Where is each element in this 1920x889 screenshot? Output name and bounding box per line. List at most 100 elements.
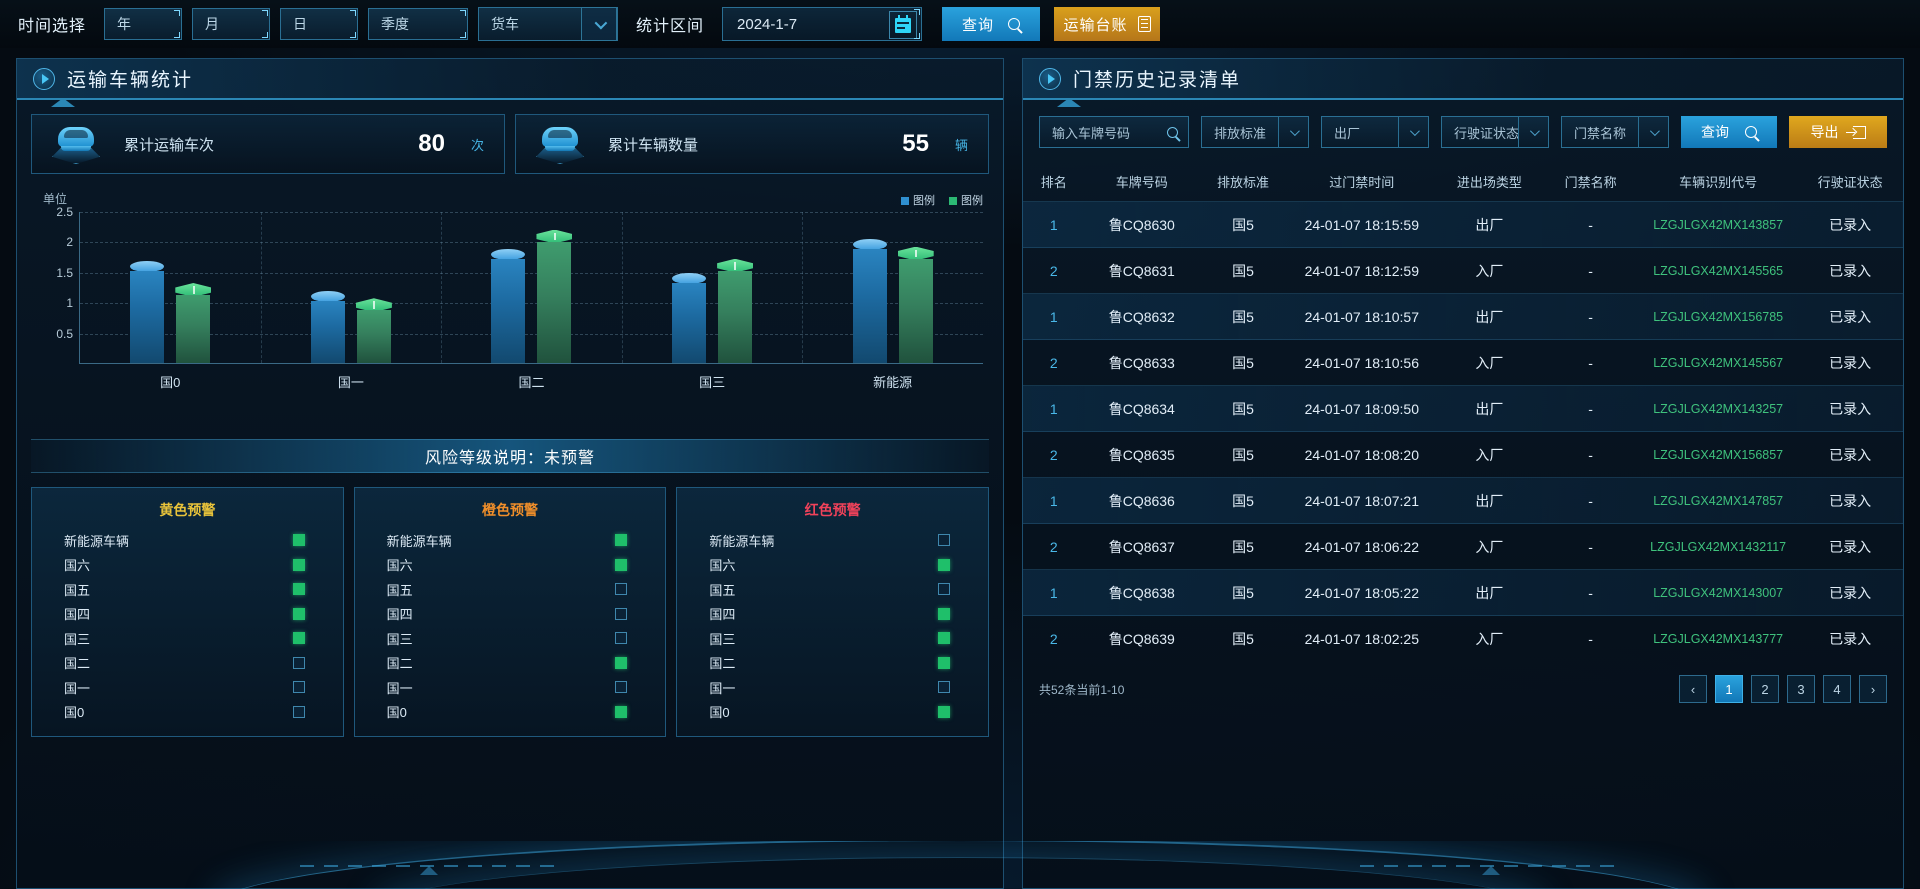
pagination-prev[interactable]: ‹ [1679,675,1707,703]
warning-item-checkbox[interactable] [292,632,305,645]
emission-standard-select[interactable]: 排放标准 [1201,116,1309,148]
warning-item[interactable]: 国二 [677,651,988,676]
table-query-button[interactable]: 查询 [1681,116,1777,148]
vehicle-type-select[interactable]: 货车 [478,7,619,41]
period-button-year[interactable]: 年 [104,8,183,40]
warning-item-checkbox[interactable] [615,632,628,645]
table-row[interactable]: 2 鲁CQ8631 国5 24-01-07 18:12:59 入厂 - LZGJLGX42M… [1023,247,1903,294]
warning-item-checkbox[interactable] [615,681,628,694]
warning-item-checkbox[interactable] [938,558,951,571]
warning-item-checkbox[interactable] [292,558,305,571]
warning-item-checkbox[interactable] [938,705,951,718]
pagination-page-2[interactable]: 2 [1751,675,1779,703]
warning-item[interactable]: 国六 [355,553,666,578]
pagination-page-4[interactable]: 4 [1823,675,1851,703]
chart-bar[interactable] [355,298,392,363]
warning-item-checkbox[interactable] [292,681,305,694]
chart-bar[interactable] [175,283,212,363]
warning-item[interactable]: 国二 [32,651,343,676]
warning-item[interactable]: 国0 [32,700,343,725]
table-row[interactable]: 2 鲁CQ8635 国5 24-01-07 18:08:20 入厂 - LZGJLGX42M… [1023,431,1903,478]
chart-bar[interactable] [130,260,165,363]
search-icon[interactable] [1167,126,1178,138]
table-row[interactable]: 1 鲁CQ8636 国5 24-01-07 18:07:21 出厂 - LZGJLGX42M… [1023,477,1903,524]
warning-item[interactable]: 国三 [677,626,988,651]
warning-item-checkbox[interactable] [615,558,628,571]
warning-item[interactable]: 国一 [677,675,988,700]
warning-item-checkbox[interactable] [615,607,628,620]
chart-bar[interactable] [897,246,934,363]
warning-item[interactable]: 国0 [355,700,666,725]
gate-name-select[interactable]: 门禁名称 [1561,116,1669,148]
plate-search-input[interactable]: 输入车牌号码 [1039,116,1189,148]
license-status-select[interactable]: 行驶证状态 [1441,116,1549,148]
warning-item[interactable]: 国五 [32,577,343,602]
period-button-day[interactable]: 日 [280,8,359,40]
warning-item[interactable]: 国四 [355,602,666,627]
table-row[interactable]: 1 鲁CQ8638 国5 24-01-07 18:05:22 出厂 - LZGJLGX42M… [1023,569,1903,616]
warning-item-checkbox[interactable] [292,607,305,620]
warning-item-checkbox[interactable] [292,534,305,547]
chart-bar[interactable] [672,272,707,363]
chart-bar[interactable] [310,291,345,363]
table-row[interactable]: 2 鲁CQ8639 国5 24-01-07 18:02:25 入厂 - LZGJLGX42M… [1023,615,1903,662]
transport-ledger-button[interactable]: 运输台账 [1054,7,1161,41]
period-button-month[interactable]: 月 [192,8,271,40]
warning-item[interactable]: 国四 [677,602,988,627]
chart-bar[interactable] [536,229,573,363]
warning-item-checkbox[interactable] [938,583,951,596]
warning-item[interactable]: 国三 [355,626,666,651]
pagination-page-1[interactable]: 1 [1715,675,1743,703]
warning-item[interactable]: 国四 [32,602,343,627]
warning-item-checkbox[interactable] [292,656,305,669]
table-row[interactable]: 1 鲁CQ8632 国5 24-01-07 18:10:57 出厂 - LZGJLGX42M… [1023,293,1903,340]
export-button[interactable]: 导出 [1789,116,1887,148]
warning-item[interactable]: 国一 [355,675,666,700]
warning-item-checkbox[interactable] [292,583,305,596]
warning-item[interactable]: 国六 [32,553,343,578]
warning-item[interactable]: 新能源车辆 [32,528,343,553]
query-button[interactable]: 查询 [942,7,1041,41]
chevron-down-icon[interactable] [1278,116,1308,148]
table-row[interactable]: 2 鲁CQ8637 国5 24-01-07 18:06:22 入厂 - LZGJLGX42M… [1023,523,1903,570]
chart-bar[interactable] [852,239,887,363]
chevron-down-icon[interactable] [1398,116,1428,148]
warning-item[interactable]: 国0 [677,700,988,725]
warning-item[interactable]: 新能源车辆 [355,528,666,553]
pagination-next[interactable]: › [1859,675,1887,703]
table-row[interactable]: 1 鲁CQ8630 国5 24-01-07 18:15:59 出厂 - LZGJLGX42M… [1023,201,1903,248]
warning-item-checkbox[interactable] [938,534,951,547]
date-range-input[interactable]: 2024-1-7 [722,7,923,41]
warning-item-checkbox[interactable] [615,583,628,596]
table-cell-排放标准: 国5 [1232,400,1254,417]
chart-bar[interactable] [717,258,754,363]
warning-item-checkbox[interactable] [615,656,628,669]
warning-item[interactable]: 国六 [677,553,988,578]
chart-bar[interactable] [491,248,526,363]
warning-item-checkbox[interactable] [615,705,628,718]
warning-item[interactable]: 国一 [32,675,343,700]
warning-item[interactable]: 新能源车辆 [677,528,988,553]
warning-item-checkbox[interactable] [615,534,628,547]
table-row[interactable]: 1 鲁CQ8634 国5 24-01-07 18:09:50 出厂 - LZGJLGX42M… [1023,385,1903,432]
warning-item-checkbox[interactable] [938,607,951,620]
table-row[interactable]: 2 鲁CQ8633 国5 24-01-07 18:10:56 入厂 - LZGJLGX42M… [1023,339,1903,386]
warning-item[interactable]: 国三 [32,626,343,651]
warning-item[interactable]: 国五 [355,577,666,602]
chevron-down-icon[interactable] [581,7,618,41]
warning-item-checkbox[interactable] [938,681,951,694]
chevron-down-icon[interactable] [1518,116,1548,148]
period-button-quarter[interactable]: 季度 [368,8,469,40]
chevron-down-icon[interactable] [1638,116,1668,148]
pagination-page-3[interactable]: 3 [1787,675,1815,703]
warning-item-checkbox[interactable] [292,705,305,718]
warning-item-checkbox[interactable] [938,656,951,669]
warning-item[interactable]: 国五 [677,577,988,602]
warning-item-label: 国四 [386,607,413,623]
legend-item-series2[interactable]: 图例 [949,192,983,208]
warning-item[interactable]: 国二 [355,651,666,676]
legend-item-series1[interactable]: 图例 [901,192,935,208]
warning-item-checkbox[interactable] [938,632,951,645]
calendar-icon[interactable] [889,11,918,39]
factory-select[interactable]: 出厂 [1321,116,1429,148]
